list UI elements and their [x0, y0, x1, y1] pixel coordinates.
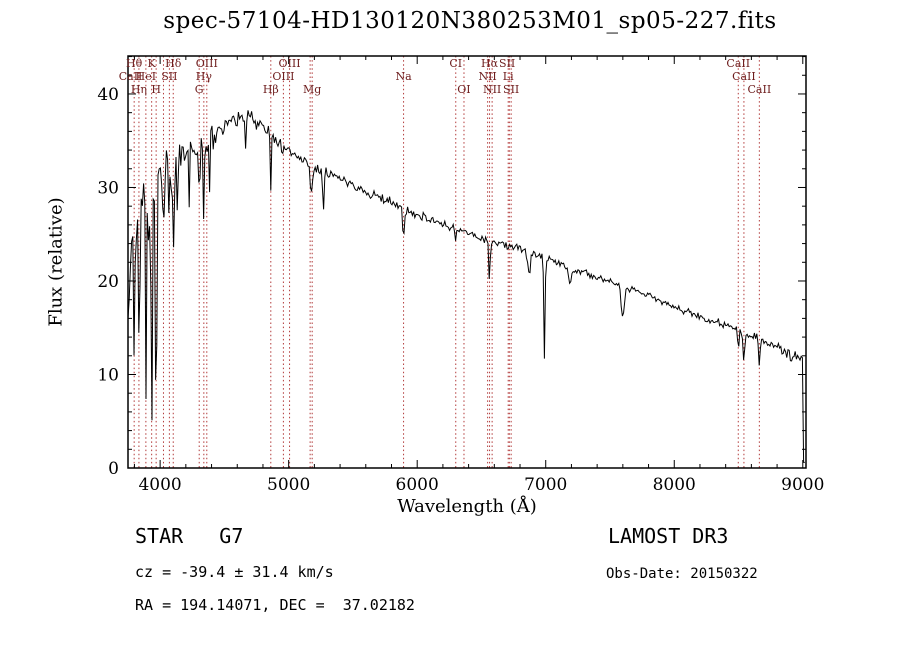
y-tick-label: 10 — [97, 365, 119, 385]
ra-dec-text: RA = 194.14071, DEC = 37.02182 — [135, 596, 415, 614]
line-label: Hδ — [165, 57, 182, 70]
line-label: OI — [457, 83, 470, 96]
line-label: Hα — [481, 57, 499, 70]
line-label: OIII — [272, 70, 294, 83]
line-label: CaII — [119, 70, 143, 83]
plot-frame — [127, 55, 807, 469]
classification-text: STAR G7 — [135, 524, 244, 548]
line-label: K — [148, 57, 157, 70]
line-label: Hθ — [126, 57, 143, 70]
line-label: H — [151, 83, 161, 96]
line-label: CaII — [726, 57, 750, 70]
survey-text: LAMOST DR3 — [608, 524, 729, 548]
obs-date-text: Obs-Date: 20150322 — [606, 566, 758, 582]
line-label: SII — [503, 83, 519, 96]
line-label: CaII — [748, 83, 772, 96]
x-tick-label: 4000 — [138, 475, 181, 495]
cz-text: cz = -39.4 ± 31.4 km/s — [135, 563, 334, 581]
y-tick-label: 40 — [97, 85, 119, 105]
y-tick-label: 20 — [97, 272, 119, 292]
line-label: Hγ — [196, 70, 213, 83]
line-label: OIII — [196, 57, 218, 70]
line-label: Hβ — [263, 83, 279, 96]
line-label: Na — [395, 70, 412, 83]
y-axis-label: Flux (relative) — [45, 197, 67, 327]
x-tick-label: 8000 — [653, 475, 696, 495]
line-label: SII — [161, 70, 177, 83]
line-label: SII — [499, 57, 515, 70]
line-label: NII — [483, 83, 501, 96]
x-tick-label: 9000 — [781, 475, 824, 495]
line-label: Hη — [131, 83, 147, 96]
line-label: Mg — [303, 83, 321, 96]
plot-title: spec-57104-HD130120N380253M01_sp05-227.f… — [163, 8, 777, 34]
x-tick-label: 6000 — [396, 475, 439, 495]
y-tick-label: 0 — [108, 459, 119, 479]
spectrum-trace — [127, 110, 805, 463]
x-axis-label: Wavelength (Å) — [397, 496, 537, 517]
line-label: G — [195, 83, 204, 96]
x-tick-label: 7000 — [524, 475, 567, 495]
line-label: Li — [503, 70, 514, 83]
x-tick-label: 5000 — [267, 475, 310, 495]
line-label: CaII — [732, 70, 756, 83]
line-label: NII — [478, 70, 496, 83]
line-label: OIII — [279, 57, 301, 70]
line-label: CI — [449, 57, 462, 70]
line-label: HeI — [136, 70, 156, 83]
y-tick-label: 30 — [97, 178, 119, 198]
